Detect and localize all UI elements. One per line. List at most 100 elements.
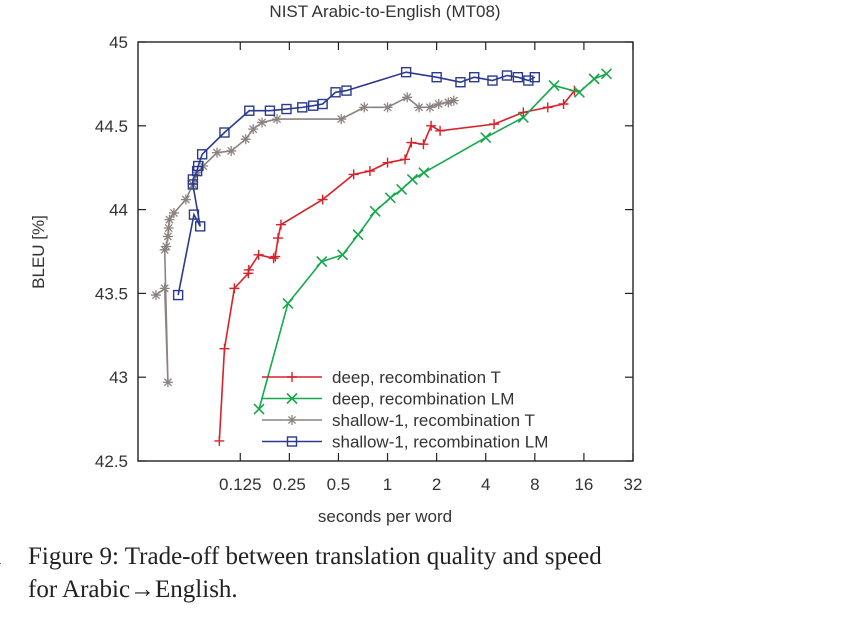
legend-label: deep, recombination LM: [332, 390, 514, 409]
data-point: [448, 95, 459, 106]
y-tick-label: 43: [109, 368, 128, 387]
y-tick-label: 44.5: [95, 117, 128, 136]
data-point: [348, 169, 359, 180]
data-point: [163, 223, 174, 234]
data-point: [402, 92, 413, 103]
data-point: [352, 229, 364, 241]
caption-line-1: Figure 9: Trade-off between translation …: [28, 543, 602, 570]
x-tick-label: 4: [481, 475, 490, 494]
data-point: [369, 205, 381, 217]
legend-entry: deep, recombination LM: [262, 390, 514, 409]
x-tick-label: 2: [432, 475, 441, 494]
data-point: [243, 264, 254, 275]
data-point: [268, 253, 279, 264]
data-point: [196, 149, 208, 160]
series-2: [253, 68, 613, 415]
data-point: [518, 107, 529, 118]
data-point: [548, 80, 560, 92]
data-point: [501, 70, 513, 81]
series-line: [177, 71, 536, 296]
data-point: [480, 131, 492, 144]
series-line: [258, 73, 607, 410]
data-point: [341, 85, 352, 96]
data-point: [418, 139, 429, 150]
data-point: [523, 75, 534, 86]
legend-entry: deep, recombination T: [262, 368, 501, 387]
data-point: [161, 241, 172, 252]
x-tick-label: 0.5: [327, 475, 351, 494]
data-point: [317, 98, 328, 110]
data-point: [359, 102, 370, 113]
data-point: [418, 167, 430, 179]
data-point: [542, 102, 553, 113]
data-point: [214, 435, 225, 446]
data-point: [287, 415, 297, 425]
data-point: [316, 255, 328, 268]
data-point: [150, 290, 161, 301]
data-point: [164, 214, 175, 225]
data-point: [244, 105, 255, 116]
data-point: [257, 117, 268, 128]
data-point: [396, 183, 408, 196]
data-point: [253, 403, 265, 415]
series-3: [150, 92, 459, 388]
data-point: [219, 343, 230, 354]
data-point: [443, 97, 454, 108]
data-point: [275, 219, 286, 230]
data-point: [433, 99, 444, 110]
data-point: [517, 111, 529, 123]
data-point: [172, 289, 184, 301]
data-point: [272, 114, 283, 125]
legend-entry: shallow-1, recombination T: [262, 411, 535, 430]
y-tick-label: 44: [109, 201, 128, 220]
x-tick-label: 0.25: [273, 475, 306, 494]
data-point: [435, 125, 446, 136]
data-point: [406, 173, 418, 185]
data-point: [162, 377, 173, 388]
series-line: [218, 90, 576, 441]
data-point: [426, 120, 437, 131]
chart-title: NIST Arabic-to-English (MT08): [269, 2, 500, 21]
series-4: [172, 66, 541, 301]
data-point: [558, 99, 569, 110]
y-tick-label: 42.5: [95, 452, 128, 471]
data-point: [382, 157, 393, 168]
plot-frame: [137, 41, 634, 462]
series-1: [214, 85, 580, 446]
x-tick-label: 32: [624, 475, 643, 494]
plot-area: [150, 66, 613, 446]
legend-label: shallow-1, recombination LM: [332, 433, 548, 452]
x-axis-label: seconds per word: [318, 507, 452, 526]
data-point: [162, 231, 173, 242]
legend-entry: shallow-1, recombination LM: [262, 433, 548, 452]
data-point: [219, 127, 230, 138]
legend-label: deep, recombination T: [332, 368, 501, 387]
data-point: [469, 71, 480, 83]
data-point: [400, 154, 411, 165]
legend-label: shallow-1, recombination T: [332, 411, 535, 430]
data-point: [159, 244, 170, 255]
legend: deep, recombination T deep, recombination…: [262, 368, 548, 452]
data-point: [336, 114, 347, 125]
y-tick-label: 45: [109, 33, 128, 52]
data-point: [588, 73, 600, 85]
x-tick-label: 8: [530, 475, 539, 494]
data-point: [330, 87, 341, 98]
data-point: [273, 233, 284, 244]
series-line: [155, 96, 455, 383]
data-point: [512, 71, 524, 83]
data-point: [384, 192, 396, 204]
data-point: [159, 283, 170, 294]
x-tick-label: 1: [383, 475, 392, 494]
data-point: [195, 221, 206, 232]
data-point: [529, 71, 541, 83]
data-point: [229, 283, 240, 294]
data-point: [264, 105, 276, 116]
data-point: [253, 249, 264, 260]
data-point: [317, 194, 328, 205]
data-point: [226, 145, 237, 156]
data-point: [192, 160, 204, 172]
data-point: [180, 194, 191, 205]
data-point: [455, 77, 466, 88]
data-point: [188, 209, 200, 220]
